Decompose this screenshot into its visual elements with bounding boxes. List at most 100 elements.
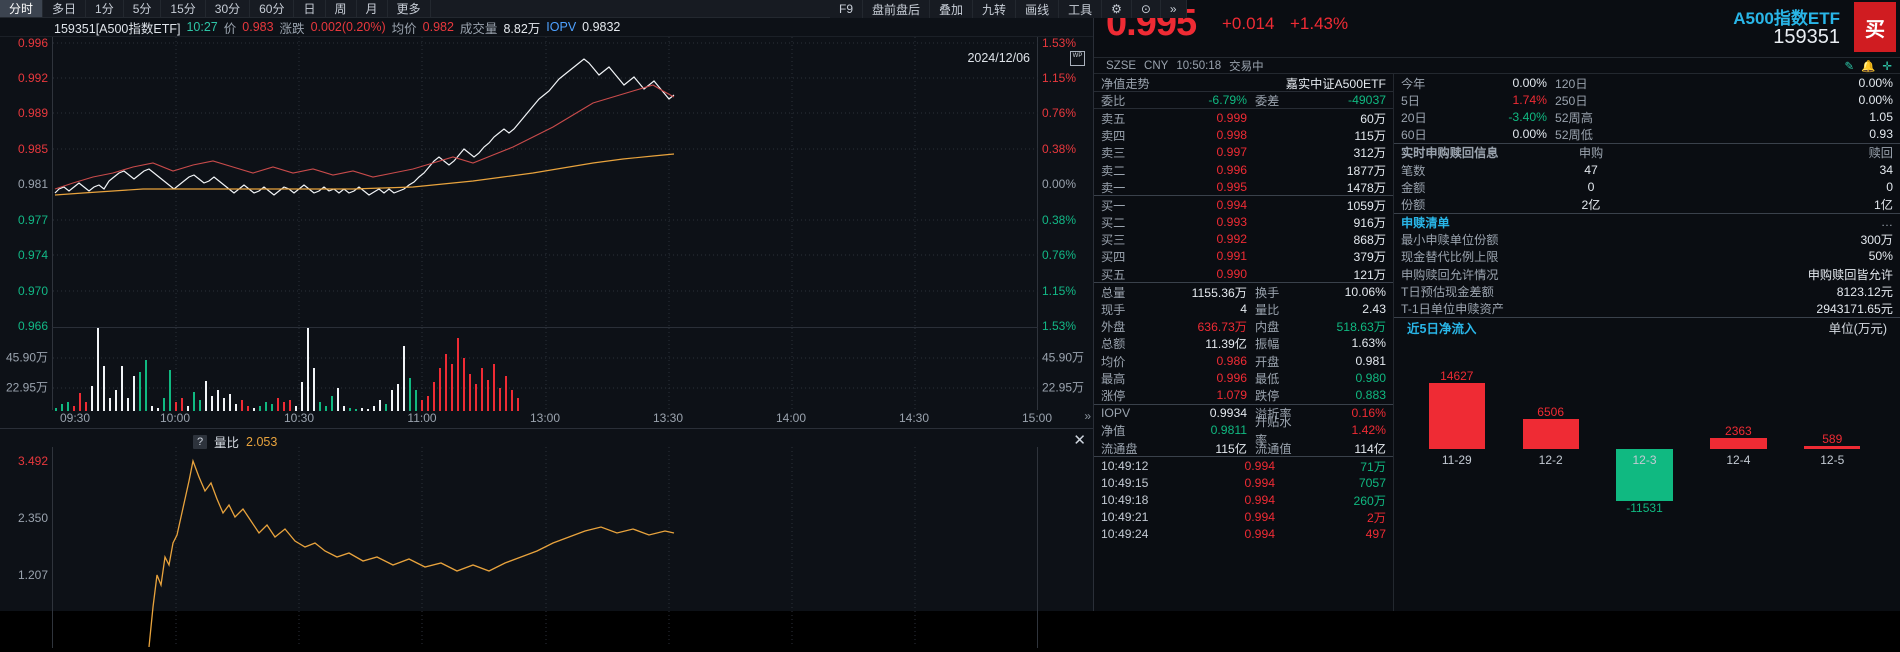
time-tick: 14:30 (898, 411, 930, 425)
price-plot[interactable] (52, 37, 1039, 327)
quote-code-name: 159351[A500指数ETF] (54, 21, 181, 36)
indicator-plot[interactable] (52, 447, 1038, 648)
buy-button[interactable]: 买 (1854, 2, 1896, 52)
time-tick: 11:00 (407, 411, 437, 425)
axis-tick-pct: 0.38% (1042, 142, 1077, 156)
stat-value: 1.079 (1216, 387, 1248, 402)
pre-post-market-button[interactable]: 盘前盘后 (863, 0, 931, 18)
orderbook-row[interactable]: 买三 0.992 868万 (1094, 231, 1393, 248)
axis-tick-pct: 1.15% (1042, 284, 1077, 298)
edit-icon[interactable]: ✎ (1844, 60, 1855, 73)
tick-volume: 260万 (1353, 494, 1386, 509)
tab-label: 5分 (132, 2, 152, 16)
tools-button[interactable]: 工具 (1059, 0, 1103, 18)
gear-icon[interactable]: ⚙ (1102, 0, 1132, 18)
tab-label: 更多 (396, 2, 421, 16)
axis-tick: 2.350 (17, 511, 48, 525)
column-header: 申购 (1578, 146, 1604, 161)
tick-list[interactable]: 10:49:12 0.994 71万 10:49:15 0.994 7057 10:49… (1094, 456, 1393, 543)
row-label: T-1日单位申赎资产 (1401, 302, 1504, 317)
redemption-list-row: T-1日单位申赎资产 2943171.65元 (1394, 299, 1900, 316)
bid-list: 买一 0.994 1059万 买二 0.993 916万 买三 0.992 868万 买四 0… (1094, 195, 1393, 282)
orderbook-row[interactable]: 卖五 0.999 60万 (1094, 109, 1393, 126)
orderbook-column: 净值走势 嘉实中证A500ETF 委比 -6.79% 委差 -49037 卖五 0… (1094, 74, 1394, 611)
time-tick: 13:30 (652, 411, 684, 425)
close-icon[interactable]: ✕ (1073, 432, 1086, 449)
volume-bars-svg (53, 328, 1039, 411)
tick-time: 10:49:15 (1101, 475, 1149, 490)
level-volume: 121万 (1353, 267, 1386, 282)
orderbook-row[interactable]: 卖二 0.996 1877万 (1094, 161, 1393, 178)
plus-icon[interactable]: ✛ (1882, 60, 1892, 73)
iopv-label: IOPV (546, 20, 577, 34)
tick-price: 0.994 (1244, 475, 1276, 490)
weibi-row: 委比 -6.79% 委差 -49037 (1094, 91, 1393, 108)
orderbook-row[interactable]: 买四 0.991 379万 (1094, 248, 1393, 265)
tab-month[interactable]: 月 (357, 0, 388, 17)
orderbook-row[interactable]: 卖三 0.997 312万 (1094, 144, 1393, 161)
tab-label: 1分 (95, 2, 114, 16)
bell-icon[interactable]: 🔔 (1861, 60, 1876, 73)
level-price: 0.992 (1216, 232, 1248, 247)
level-volume: 60万 (1360, 111, 1386, 126)
column-header: 赎回 (1868, 146, 1893, 161)
tab-15min[interactable]: 15分 (161, 0, 206, 17)
tick-volume: 497 (1365, 527, 1386, 542)
tick-volume: 2万 (1367, 511, 1386, 526)
overlay-button[interactable]: 叠加 (930, 0, 974, 18)
tab-60min[interactable]: 60分 (250, 0, 295, 17)
axis-tick-pct: 0.76% (1042, 106, 1077, 120)
level-price: 0.998 (1216, 128, 1248, 143)
stat-row: IOPV 0.9934 溢折率 0.16% (1094, 405, 1393, 422)
f9-button[interactable]: F9 (830, 0, 864, 18)
orderbook-row[interactable]: 买二 0.993 916万 (1094, 214, 1393, 231)
stat-row: 均价 0.986 开盘 0.981 (1094, 352, 1393, 369)
stat-value: 1.63% (1351, 336, 1386, 351)
level-volume: 312万 (1353, 146, 1386, 161)
volume-axis-right: 45.90万 22.95万 (1038, 327, 1094, 410)
tab-week[interactable]: 周 (326, 0, 357, 17)
indicator-header: ? 量比 2.053 (193, 432, 277, 451)
tab-fenshi[interactable]: 分时 (0, 0, 44, 17)
tab-5min[interactable]: 5分 (124, 0, 162, 17)
level-label: 卖二 (1101, 163, 1126, 178)
axis-tick: 22.95万 (1042, 380, 1085, 395)
tab-duori[interactable]: 多日 (43, 0, 87, 17)
axis-tick: 22.95万 (5, 380, 48, 395)
tab-30min[interactable]: 30分 (206, 0, 251, 17)
orderbook-row[interactable]: 买五 0.990 121万 (1094, 265, 1393, 282)
price-line-svg (53, 37, 1039, 327)
help-circle-icon[interactable]: ⊙ (1132, 0, 1161, 18)
stat-label: 最低 (1255, 371, 1280, 386)
price-pane[interactable]: 2024/12/06 WP 0.996 0.992 0.989 0.985 0.… (0, 36, 1094, 333)
orderbook-row[interactable]: 买一 0.994 1059万 (1094, 196, 1393, 213)
nav-trend-row[interactable]: 净值走势 嘉实中证A500ETF (1094, 74, 1393, 91)
axis-tick: 45.90万 (5, 350, 48, 365)
tab-1min[interactable]: 1分 (86, 0, 124, 17)
level-label: 卖三 (1101, 146, 1126, 161)
stat-row: 现手 4 量比 2.43 (1094, 300, 1393, 317)
nine-turn-button[interactable]: 九转 (973, 0, 1017, 18)
more-icon[interactable]: … (1880, 215, 1893, 230)
draw-line-button[interactable]: 画线 (1016, 0, 1060, 18)
indicator-pane[interactable]: ? 量比 2.053 ✕ 3.492 2.350 1.207 (0, 428, 1094, 648)
axis-tick: 0.970 (17, 284, 48, 298)
tab-day[interactable]: 日 (294, 0, 326, 17)
orderbook-row[interactable]: 卖四 0.998 115万 (1094, 127, 1393, 144)
performance-list: 今年 0.00% 120日 0.00% 5日 1.74% 250日 0.00% 20日 -3.… (1394, 74, 1900, 143)
help-icon[interactable]: ? (193, 434, 207, 449)
quote-volume: 8.82万 (503, 21, 541, 36)
redemption-list-header[interactable]: 申赎清单 … (1394, 214, 1900, 231)
row-value: 50% (1868, 249, 1893, 264)
chevron-right-icon[interactable]: » (1161, 0, 1187, 18)
etf-statistics-list: IOPV 0.9934 溢折率 0.16% 净值 0.9811 升贴水率 1.42% 流通盘… (1094, 403, 1393, 457)
volume-plot[interactable] (52, 327, 1039, 411)
tab-more[interactable]: 更多 (388, 0, 431, 17)
perf-row: 20日 -3.40% 52周高 1.05 (1394, 108, 1900, 125)
panel-expander-icon[interactable]: » (1084, 409, 1091, 423)
volume-pane[interactable]: 45.90万 22.95万 (0, 327, 1094, 411)
tick-row: 10:49:15 0.994 7057 (1094, 474, 1393, 491)
axis-tick-pct: 1.15% (1042, 71, 1077, 85)
perf-value: 1.74% (1512, 92, 1547, 107)
orderbook-row[interactable]: 卖一 0.995 1478万 (1094, 178, 1393, 195)
